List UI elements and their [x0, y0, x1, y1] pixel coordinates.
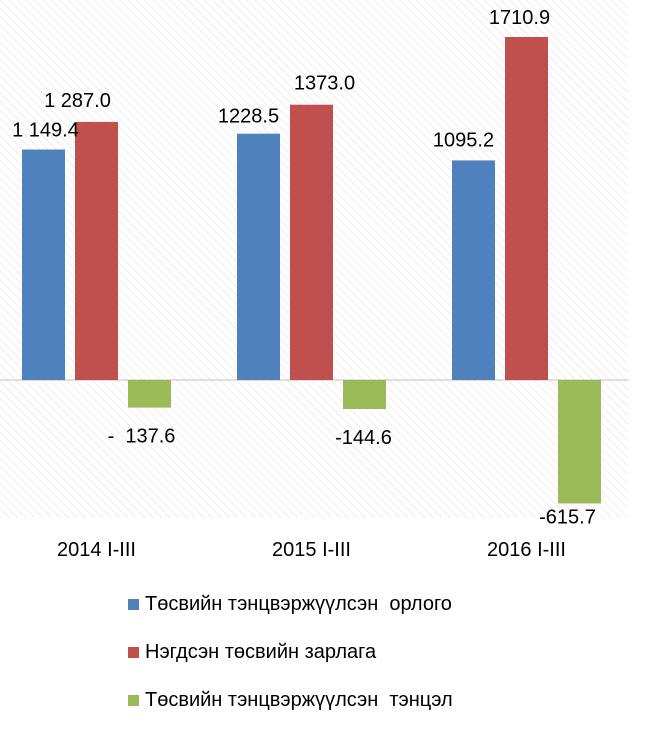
- legend-label-1: Төсвийн тэнцвэржүүлсэн орлого: [145, 592, 452, 615]
- value-label-2-1: 1 287.0: [44, 90, 111, 112]
- value-label-2-2: 1373.0: [294, 73, 355, 95]
- category-label-2: 2015 I-III: [272, 539, 351, 561]
- legend-item-3: Төсвийн тэнцвэржүүлсэн тэнцэл: [128, 686, 453, 714]
- bar-1-3: [452, 160, 495, 380]
- value-label-1-2: 1228.5: [218, 106, 279, 128]
- legend-swatch-2: [128, 646, 139, 658]
- value-label-3-1: - 137.6: [108, 426, 176, 448]
- bar-2-3: [505, 36, 548, 381]
- category-labels-group: 2014 I-III 2015 I-III 2016 I-III: [57, 539, 566, 561]
- legend-label-3: Төсвийн тэнцвэржүүлсэн тэнцэл: [145, 688, 453, 711]
- legend-swatch-3: [128, 694, 139, 706]
- legend-item-2: Нэгдсэн төсвийн зарлага: [128, 638, 453, 666]
- bar-1-2: [237, 133, 280, 380]
- value-label-1-3: 1095.2: [433, 129, 494, 151]
- category-label-1: 2014 I-III: [57, 539, 136, 561]
- bar-3-3: [558, 380, 601, 504]
- category-label-3: 2016 I-III: [487, 539, 566, 561]
- bars-group: [22, 36, 601, 504]
- legend-label-2: Нэгдсэн төсвийн зарлага: [145, 640, 377, 663]
- bar-1-1: [22, 149, 65, 380]
- legend-swatch-1: [128, 598, 139, 610]
- value-label-1-1: 1 149.4: [12, 120, 79, 142]
- value-labels-group: 1 149.4 1 287.0 - 137.6 1228.5 1373.0 -144.6 1…: [12, 7, 596, 528]
- value-label-2-3: 1710.9: [489, 7, 550, 29]
- legend-item-1: Төсвийн тэнцвэржүүлсэн орлого: [128, 590, 453, 618]
- bar-3-2: [343, 380, 386, 409]
- value-label-3-2: -144.6: [335, 427, 392, 449]
- legend: Төсвийн тэнцвэржүүлсэн орлого Нэгдсэн төс…: [128, 590, 453, 734]
- bar-2-1: [75, 121, 118, 381]
- value-label-3-3: -615.7: [539, 506, 596, 528]
- bar-2-2: [290, 104, 333, 380]
- bar-3-1: [128, 380, 171, 408]
